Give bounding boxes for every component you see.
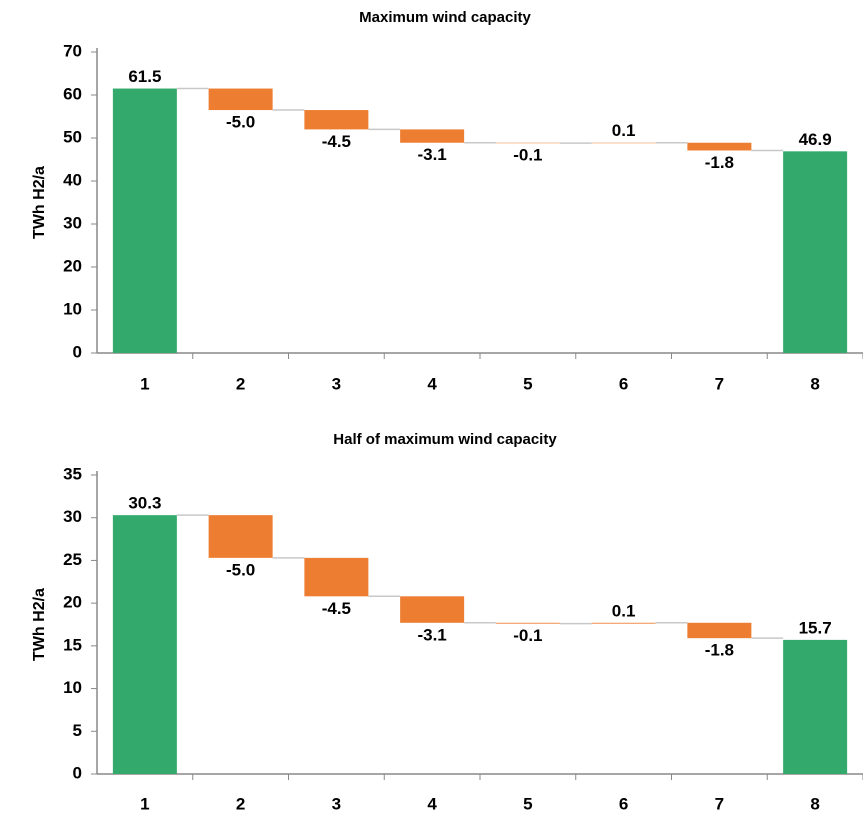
y-tick-label: 35 bbox=[63, 464, 82, 483]
total-bar bbox=[112, 515, 177, 774]
x-tick-label: 6 bbox=[619, 374, 628, 393]
value-label: 15.7 bbox=[799, 618, 832, 637]
change-bar bbox=[400, 129, 465, 143]
x-tick-label: 5 bbox=[523, 794, 532, 813]
change-bar bbox=[208, 88, 273, 111]
x-tick-label: 8 bbox=[810, 794, 819, 813]
x-tick-label: 2 bbox=[236, 374, 245, 393]
value-label: -5.0 bbox=[226, 560, 255, 579]
chart: Half of maximum wind capacity TWh H2/a 0 5 1… bbox=[31, 431, 863, 813]
change-bar bbox=[591, 142, 656, 144]
x-tick-label: 7 bbox=[715, 374, 724, 393]
y-tick-label: 30 bbox=[63, 507, 82, 526]
x-tick-label: 6 bbox=[619, 794, 628, 813]
y-tick-label: 70 bbox=[63, 41, 82, 60]
y-tick-label: 40 bbox=[63, 170, 82, 189]
x-tick-label: 1 bbox=[140, 794, 149, 813]
total-bar bbox=[112, 88, 177, 354]
value-label: 0.1 bbox=[612, 601, 636, 620]
y-tick-label: 20 bbox=[63, 593, 82, 612]
chart-title: Maximum wind capacity bbox=[359, 9, 531, 26]
x-tick-label: 7 bbox=[715, 794, 724, 813]
x-tick-label: 4 bbox=[427, 794, 437, 813]
y-tick-label: 30 bbox=[63, 213, 82, 232]
x-tick-label: 3 bbox=[332, 374, 341, 393]
value-label: 61.5 bbox=[128, 67, 161, 86]
value-label: 0.1 bbox=[612, 121, 636, 140]
change-bar bbox=[495, 622, 560, 624]
x-tick-label: 2 bbox=[236, 794, 245, 813]
x-tick-label: 1 bbox=[140, 374, 149, 393]
y-tick-label: 0 bbox=[73, 342, 82, 361]
change-bar bbox=[591, 622, 656, 624]
y-tick-label: 15 bbox=[63, 635, 82, 654]
change-bar bbox=[495, 142, 560, 144]
x-tick-label: 5 bbox=[523, 374, 532, 393]
value-label: -1.8 bbox=[705, 153, 734, 172]
y-tick-label: 10 bbox=[63, 299, 82, 318]
y-tick-label: 5 bbox=[73, 721, 82, 740]
y-tick-label: 25 bbox=[63, 550, 82, 569]
change-bar bbox=[687, 622, 752, 639]
y-tick-label: 20 bbox=[63, 256, 82, 275]
y-axis-label: TWh H2/a bbox=[31, 166, 48, 239]
value-label: 46.9 bbox=[799, 130, 832, 149]
value-label: -3.1 bbox=[417, 145, 446, 164]
value-label: -0.1 bbox=[513, 626, 542, 645]
value-label: -3.1 bbox=[417, 625, 446, 644]
total-bar bbox=[783, 639, 848, 774]
y-tick-label: 10 bbox=[63, 678, 82, 697]
y-axis-label: TWh H2/a bbox=[31, 588, 48, 661]
value-label: -4.5 bbox=[322, 599, 351, 618]
value-label: -1.8 bbox=[705, 641, 734, 660]
value-label: -5.0 bbox=[226, 113, 255, 132]
y-tick-label: 60 bbox=[63, 84, 82, 103]
value-label: -4.5 bbox=[322, 132, 351, 151]
chart-title: Half of maximum wind capacity bbox=[333, 431, 557, 448]
value-label: 30.3 bbox=[128, 494, 161, 513]
change-bar bbox=[304, 557, 369, 597]
change-bar bbox=[400, 596, 465, 623]
total-bar bbox=[783, 151, 848, 353]
change-bar bbox=[208, 515, 273, 558]
change-bar bbox=[304, 110, 369, 130]
x-tick-label: 4 bbox=[427, 374, 437, 393]
value-label: -0.1 bbox=[513, 146, 542, 165]
y-tick-label: 0 bbox=[73, 763, 82, 782]
y-tick-label: 50 bbox=[63, 127, 82, 146]
change-bar bbox=[687, 142, 752, 151]
x-tick-label: 8 bbox=[810, 374, 819, 393]
x-tick-label: 3 bbox=[332, 794, 341, 813]
